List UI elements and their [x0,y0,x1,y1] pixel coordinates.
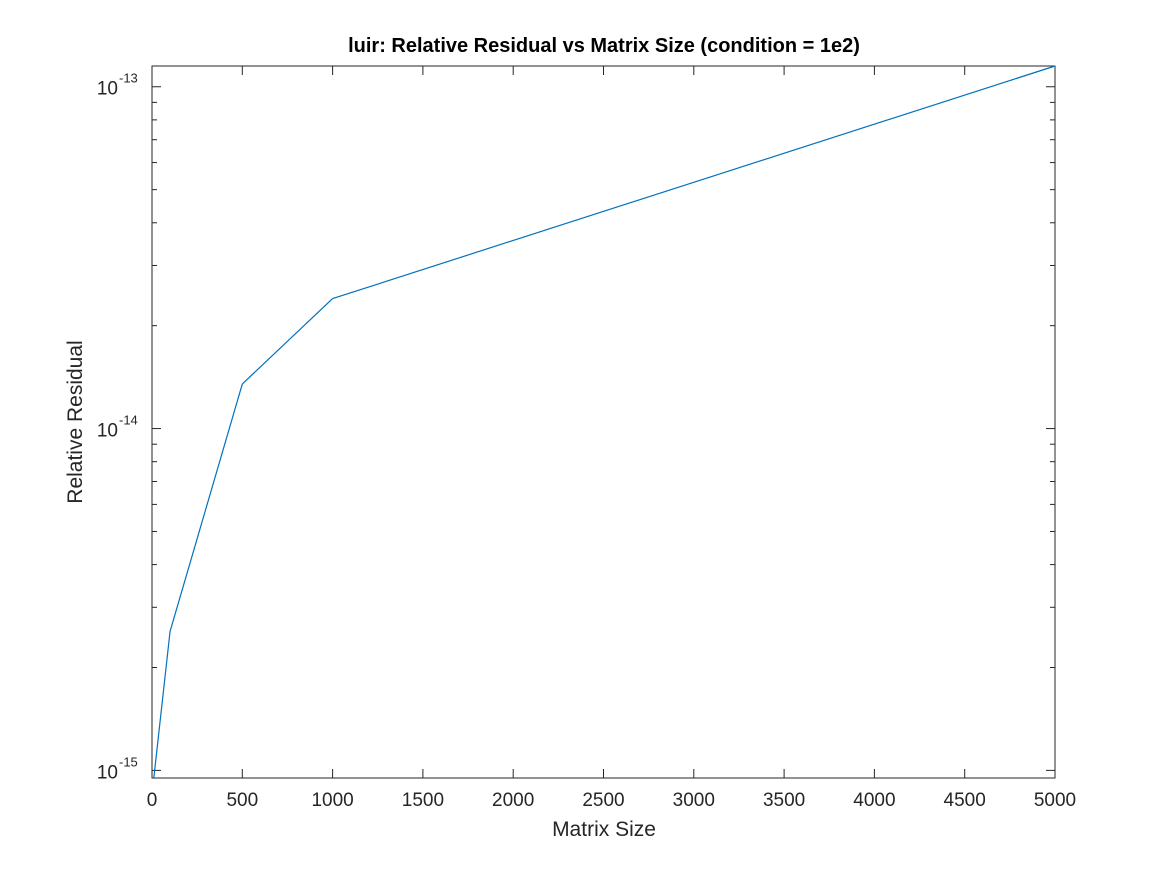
x-tick-label: 2500 [582,790,624,811]
y-tick-label: 10 [97,79,118,100]
x-tick-label: 500 [226,790,258,811]
plot-area: 0 500 1000 1500 2000 2500 3000 3500 4000 4500 5000… [97,65,1076,811]
x-tick-label: 3000 [673,790,715,811]
y-tick-label: 10 [97,762,118,783]
x-tick-label: 2000 [492,790,534,811]
chart-title: luir: Relative Residual vs Matrix Size (… [348,35,860,57]
y-axis-label: Relative Residual [64,340,87,503]
x-tick-label: 1500 [402,790,444,811]
x-tick-label: 5000 [1034,790,1076,811]
y-tick-label: 10 [97,421,118,442]
x-tick-label: 1000 [311,790,353,811]
x-tick-label: 3500 [763,790,805,811]
y-tick-exponent: -15 [119,754,138,769]
x-tick-label: 4000 [853,790,895,811]
axes-box [151,65,1056,779]
series-line [153,65,1056,779]
x-tick-label: 0 [147,790,158,811]
x-tick-label: 4500 [944,790,986,811]
x-axis-label: Matrix Size [552,818,656,841]
y-tick-exponent: -13 [119,71,138,86]
y-tick-exponent: -14 [119,413,138,428]
